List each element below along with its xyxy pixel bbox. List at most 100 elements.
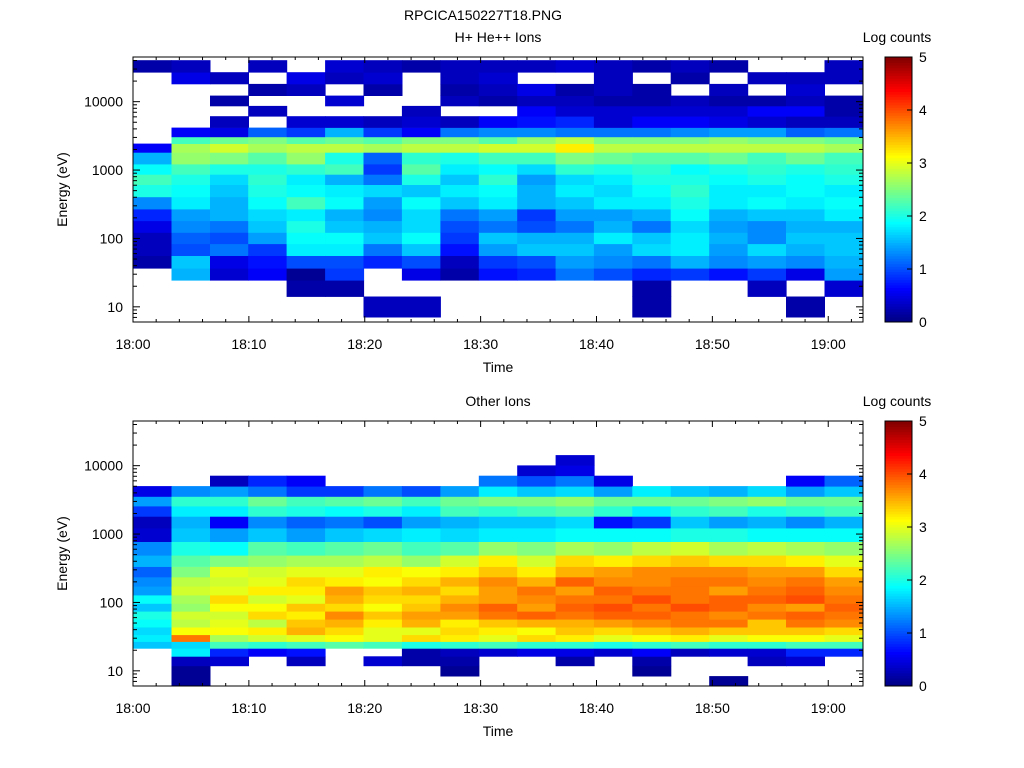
heatmap-cell xyxy=(133,611,173,620)
heatmap-cell xyxy=(593,152,633,165)
colorbar-swatch xyxy=(885,537,912,541)
heatmap-cell xyxy=(555,555,595,567)
heatmap-cell xyxy=(478,586,518,596)
heatmap-cell xyxy=(670,648,710,657)
heatmap-cell xyxy=(401,516,441,529)
heatmap-cell xyxy=(401,611,441,620)
heatmap-cell xyxy=(670,516,710,529)
heatmap-cell xyxy=(478,641,518,649)
heatmap-cell xyxy=(478,174,518,185)
heatmap-cell xyxy=(517,475,557,487)
heatmap-cell xyxy=(555,619,595,628)
heatmap-cell xyxy=(517,60,557,73)
heatmap-cell xyxy=(632,496,672,507)
heatmap-cell xyxy=(824,60,864,73)
colorbar-frame xyxy=(884,56,913,323)
colorbar-swatch xyxy=(885,664,912,668)
heatmap-cell xyxy=(478,127,518,138)
x-axis-label: Time xyxy=(483,723,514,739)
heatmap-cell xyxy=(440,220,480,233)
heatmap-cell xyxy=(670,60,710,73)
heatmap-cell xyxy=(747,127,787,138)
heatmap-cell xyxy=(709,95,749,107)
heatmap-cell xyxy=(248,232,288,245)
heatmap-cell xyxy=(210,255,249,269)
heatmap-cell xyxy=(709,209,749,222)
heatmap-cell xyxy=(593,627,633,636)
heatmap-cell xyxy=(210,656,249,667)
heatmap-cell xyxy=(747,164,787,175)
heatmap-cell xyxy=(632,136,672,144)
heatmap-cell xyxy=(440,136,480,144)
heatmap-cell xyxy=(440,586,480,596)
heatmap-cell xyxy=(325,127,365,138)
heatmap-cell xyxy=(824,164,864,175)
heatmap-cell xyxy=(210,475,249,487)
heatmap-cell xyxy=(171,648,211,657)
colorbar-swatch xyxy=(885,495,912,499)
colorbar-swatch xyxy=(885,593,912,597)
heatmap-cell xyxy=(555,528,595,542)
heatmap-cell xyxy=(363,143,403,153)
heatmap-cell xyxy=(440,516,480,529)
heatmap-cell xyxy=(824,143,864,153)
heatmap-cell xyxy=(440,116,480,128)
heatmap-cell xyxy=(325,541,365,556)
heatmap-cell xyxy=(555,232,595,245)
heatmap-cell xyxy=(171,209,211,222)
heatmap-cell xyxy=(210,486,249,497)
heatmap-cell xyxy=(401,60,441,73)
x-tick-label: 18:50 xyxy=(695,700,730,716)
heatmap-cell xyxy=(363,656,403,667)
colorbar-tick-label: 2 xyxy=(919,572,927,588)
colorbar-swatch xyxy=(885,534,912,539)
heatmap-cell xyxy=(248,60,288,73)
heatmap-cell xyxy=(555,209,595,222)
heatmap-cell xyxy=(632,232,672,245)
heatmap-cell xyxy=(709,603,749,612)
heatmap-cell xyxy=(478,619,518,628)
heatmap-cell xyxy=(440,152,480,165)
heatmap-cell xyxy=(133,576,173,587)
colorbar-swatch xyxy=(885,91,912,95)
heatmap-cell xyxy=(210,516,249,529)
colorbar-swatch xyxy=(885,205,912,209)
heatmap-cell xyxy=(786,576,825,587)
colorbar-swatch xyxy=(885,125,912,130)
heatmap-cell xyxy=(747,641,787,649)
colorbar-swatch xyxy=(885,566,912,570)
heatmap-cell xyxy=(824,105,864,117)
heatmap-cell xyxy=(325,164,365,175)
heatmap-cell xyxy=(401,648,441,657)
heatmap-cell xyxy=(786,656,825,667)
heatmap-cell xyxy=(747,603,787,612)
heatmap-cell xyxy=(440,60,480,73)
heatmap-cell xyxy=(210,116,249,128)
heatmap-cell xyxy=(670,486,710,497)
heatmap-cell xyxy=(401,656,441,667)
colorbar-swatch xyxy=(885,519,912,523)
heatmap-cell xyxy=(632,611,672,620)
heatmap-cell xyxy=(555,116,595,128)
colorbar-swatch xyxy=(885,662,912,666)
heatmap-cell xyxy=(171,665,211,677)
heatmap-cell xyxy=(709,174,749,185)
heatmap-cell xyxy=(325,280,365,297)
heatmap-cell xyxy=(440,555,480,567)
heatmap-cell xyxy=(824,541,864,556)
colorbar-swatch xyxy=(885,117,912,122)
heatmap-cell xyxy=(248,152,288,165)
heatmap-cell xyxy=(325,576,365,587)
colorbar-swatch xyxy=(885,458,912,462)
heatmap-cell xyxy=(401,243,441,256)
heatmap-cell xyxy=(670,611,710,620)
heatmap-cell xyxy=(325,268,365,281)
heatmap-cell xyxy=(517,496,557,507)
colorbar-swatch xyxy=(885,508,912,512)
x-tick-label: 18:10 xyxy=(231,336,266,352)
colorbar-swatch xyxy=(885,229,912,233)
heatmap-cell xyxy=(325,243,365,256)
heatmap-cell xyxy=(517,611,557,620)
heatmap-cell xyxy=(632,220,672,233)
